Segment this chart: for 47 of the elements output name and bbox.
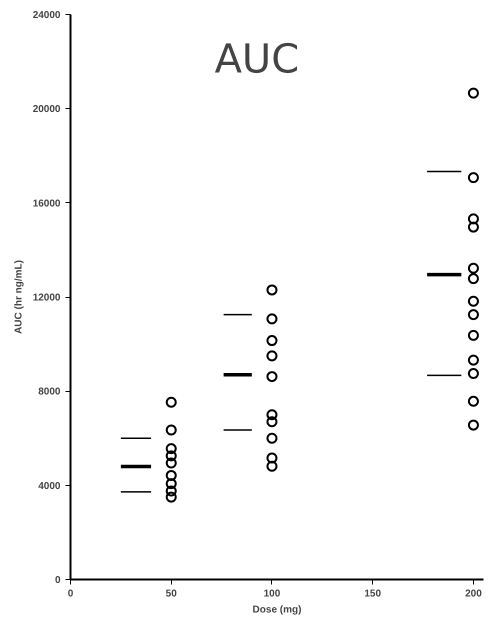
point [468, 296, 479, 307]
y-axis-title: AUC (hr ng/mL) [14, 260, 25, 334]
point [266, 452, 278, 464]
point [266, 432, 278, 444]
point [468, 368, 479, 379]
y-tick-label: 24000 [32, 10, 61, 21]
x-tick-label: 50 [166, 588, 178, 600]
point [468, 213, 479, 224]
point [266, 409, 278, 420]
point [166, 396, 177, 408]
point [468, 396, 479, 407]
point [266, 284, 278, 296]
point [266, 416, 278, 428]
y-tick-label: 4000 [38, 480, 61, 492]
x-tick-label: 200 [465, 588, 482, 600]
point [468, 262, 479, 274]
x-tick-label: 150 [364, 588, 382, 600]
point [468, 88, 479, 99]
point [266, 350, 278, 362]
y-tick-label: 8000 [38, 386, 61, 398]
x-axis-title: Dose (mg) [252, 604, 302, 616]
point [468, 172, 479, 184]
point [468, 309, 479, 320]
point [468, 273, 479, 284]
point [166, 485, 177, 496]
y-tick-label: 0 [54, 575, 61, 586]
point [166, 492, 177, 503]
text: AUC [214, 36, 300, 82]
point [166, 450, 177, 462]
y-tick-label: 12000 [32, 292, 61, 304]
x-tick-label: 0 [68, 588, 74, 600]
point [266, 335, 278, 346]
point [468, 354, 479, 366]
y-tick-label: 20000 [32, 104, 61, 116]
point [166, 478, 177, 490]
point [166, 443, 177, 454]
point [166, 424, 177, 436]
point [166, 457, 177, 468]
point [166, 470, 177, 481]
point [468, 330, 479, 341]
point [468, 222, 479, 233]
y-tick-label: 16000 [32, 198, 61, 210]
point [266, 313, 278, 324]
point [468, 420, 479, 431]
point [266, 460, 278, 472]
point [266, 371, 278, 382]
x-tick-label: 100 [264, 588, 281, 600]
